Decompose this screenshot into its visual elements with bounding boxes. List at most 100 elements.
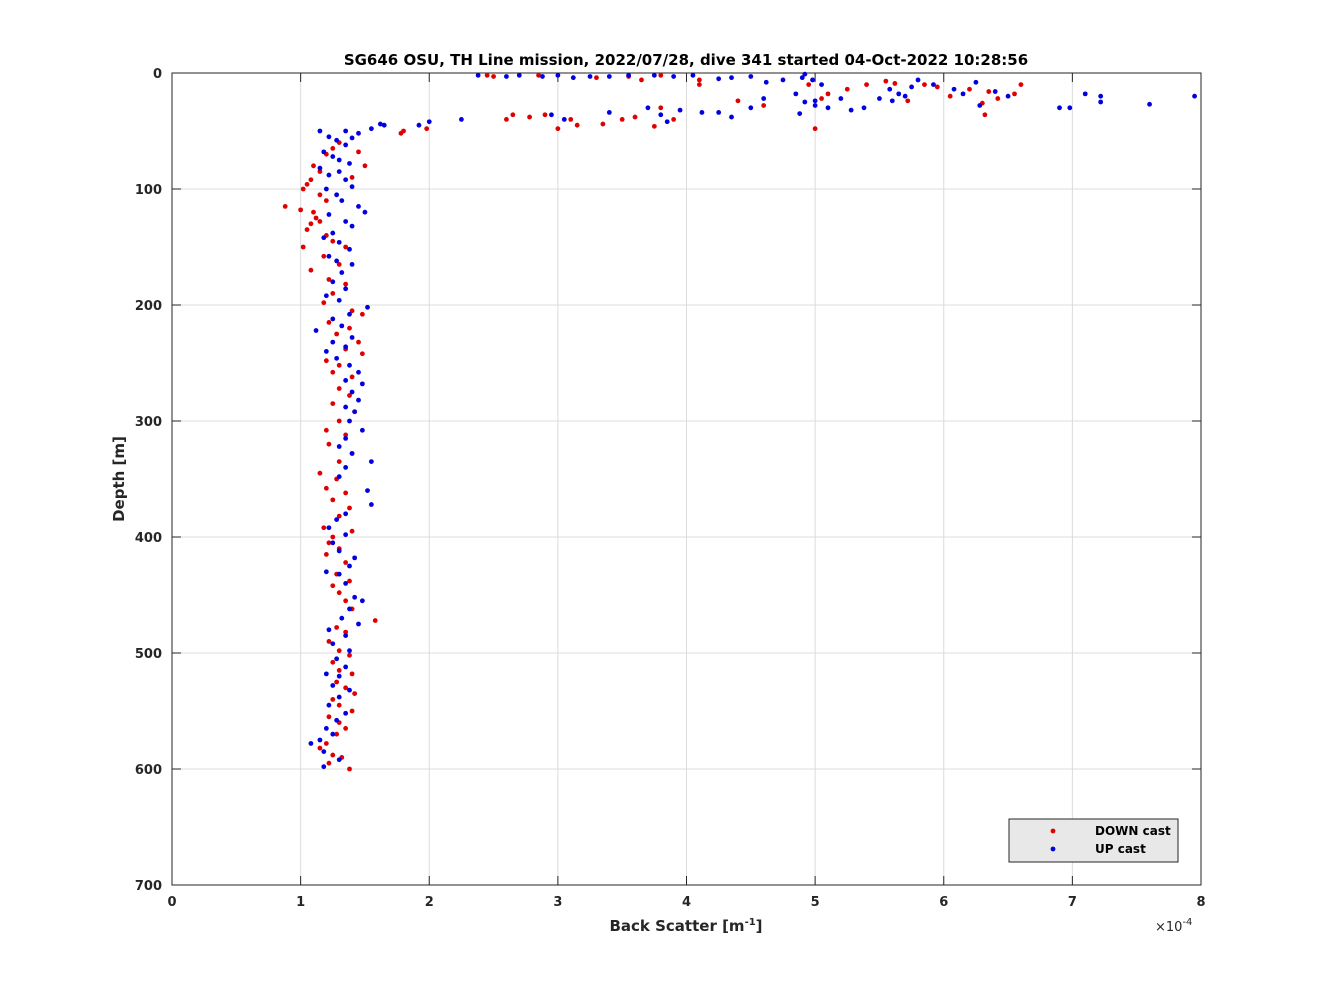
data-point [1192,93,1197,99]
data-point [356,204,361,209]
data-point [356,149,361,155]
data-point [606,74,612,79]
y-tick-label: 200 [135,299,162,314]
data-point [343,378,349,383]
data-point [343,581,349,586]
y-tick-label: 100 [135,183,162,198]
data-point [802,99,808,105]
data-point [330,154,336,159]
x-tick-label: 5 [811,895,820,910]
data-point [317,128,323,134]
data-point [323,186,329,192]
data-point [883,78,889,84]
data-point [336,474,342,480]
data-point [600,121,606,127]
data-point [311,163,316,169]
data-point [323,349,329,354]
data-point [696,82,702,87]
data-point [887,86,893,92]
data-point [735,98,741,104]
data-point [761,96,767,101]
x-axis-multiplier-exponent: -4 [1182,917,1192,928]
data-point [349,528,355,534]
data-point [321,749,327,754]
data-point [352,409,358,415]
legend-marker-up-cast [1050,846,1056,852]
chart-title: SG646 OSU, TH Line mission, 2022/07/28, … [344,51,1028,69]
data-point [510,112,516,118]
data-point [347,505,352,511]
data-point [336,297,342,303]
data-point [330,291,336,296]
data-point [356,369,361,375]
data-point [651,72,657,78]
data-point [336,418,342,424]
data-point [317,165,323,171]
data-point [362,163,368,169]
data-point [343,465,349,470]
data-point [992,89,998,94]
data-point [699,110,705,115]
data-point [343,244,349,250]
data-point [323,485,329,491]
data-point [761,103,767,108]
data-point [321,235,327,241]
data-point [323,741,329,746]
data-point [330,146,336,151]
data-point [323,671,329,677]
data-point [321,525,327,531]
data-point [339,323,345,329]
data-point [368,126,374,132]
data-point [336,590,342,596]
data-point [336,668,342,673]
data-point [639,77,644,83]
y-tick-label: 300 [135,415,162,430]
data-point [549,112,554,118]
legend-label-down-cast: DOWN cast [1095,824,1171,838]
data-point [982,112,988,118]
data-point [336,548,342,554]
data-point [504,117,509,122]
data-point [336,648,342,654]
data-point [977,103,983,108]
data-point [330,697,336,702]
data-point [812,126,818,132]
data-point [308,741,314,746]
data-point [356,130,361,136]
data-points [282,71,1197,772]
data-point [356,397,361,403]
data-point [359,427,365,433]
data-point [343,633,349,638]
data-point [317,169,323,175]
data-point [339,615,345,621]
data-point [347,311,352,317]
data-point [334,717,340,723]
data-point [349,223,355,229]
data-point [696,77,702,83]
data-point [905,98,911,104]
x-axis-title-end: ] [756,917,763,935]
data-point [381,122,387,128]
data-point [347,578,352,584]
data-point [343,598,349,604]
data-point [658,72,664,78]
data-point [793,91,799,97]
data-point [915,77,921,83]
data-point [343,664,349,670]
data-point [343,685,349,691]
data-point [594,75,599,81]
data-point [973,79,979,85]
data-point [806,82,812,87]
data-point [934,84,940,90]
data-point [321,300,327,306]
data-point [343,404,349,410]
data-point [313,215,319,221]
data-point [304,181,310,187]
data-point [349,671,355,677]
x-axis-title-exponent: -1 [745,917,756,928]
data-point [326,702,332,708]
data-point [658,112,664,118]
data-point [574,122,580,128]
data-point [336,157,342,163]
data-point [347,606,352,612]
